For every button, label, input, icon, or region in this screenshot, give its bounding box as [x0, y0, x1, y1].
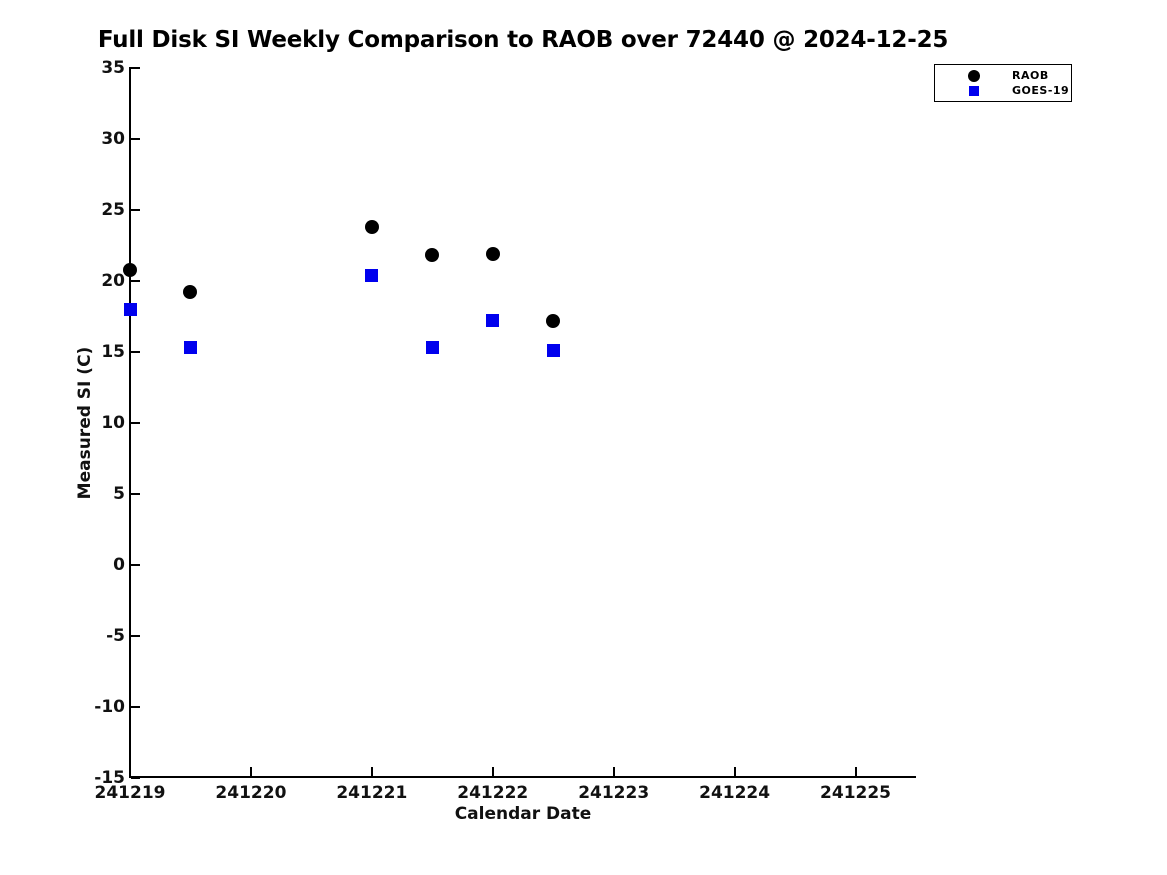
x-tick-label: 241220: [215, 783, 287, 803]
y-tick-label: -5: [106, 626, 125, 646]
x-tick-label: 241219: [94, 783, 166, 803]
data-point-goes-19: [546, 344, 560, 358]
y-tick: [131, 706, 140, 708]
y-tick-label: -15: [94, 768, 125, 788]
chart-title: Full Disk SI Weekly Comparison to RAOB o…: [97, 27, 949, 53]
legend-label: GOES-19: [1012, 84, 1070, 97]
y-tick: [131, 280, 140, 282]
data-point-goes-19: [365, 268, 379, 282]
x-tick: [733, 767, 736, 776]
y-tick: [131, 422, 140, 424]
x-axis-label: Calendar Date: [454, 804, 592, 824]
x-tick-label: 241225: [820, 783, 892, 803]
legend-label: RAOB: [1012, 69, 1049, 82]
x-tick: [854, 767, 857, 776]
x-tick: [491, 767, 494, 776]
y-tick: [131, 138, 140, 140]
legend-item-goes-19: GOES-19: [935, 83, 1071, 98]
y-tick-label: 20: [101, 271, 125, 291]
raob-marker-icon: [935, 69, 1012, 82]
x-tick: [249, 767, 252, 776]
x-tick: [129, 767, 131, 776]
data-point-goes-19: [486, 314, 500, 328]
data-point-raob: [123, 262, 137, 277]
data-point-raob: [183, 285, 198, 300]
plot-area: [129, 67, 916, 778]
x-tick-label: 241221: [336, 783, 408, 803]
y-tick-label: 35: [101, 58, 125, 78]
legend-item-raob: RAOB: [935, 68, 1071, 83]
y-tick: [131, 67, 140, 69]
y-tick-label: 30: [101, 129, 125, 149]
data-point-raob: [425, 248, 440, 263]
x-tick-label: 241223: [578, 783, 650, 803]
x-tick-label: 241224: [699, 783, 771, 803]
y-tick: [131, 777, 140, 779]
y-tick: [131, 493, 140, 495]
y-tick: [131, 209, 140, 211]
data-point-raob: [485, 247, 500, 262]
y-tick: [131, 351, 140, 353]
y-tick-label: 25: [101, 200, 125, 220]
y-tick-label: 10: [101, 413, 125, 433]
goes-19-marker-icon: [935, 85, 1012, 96]
data-point-goes-19: [183, 341, 197, 355]
y-tick: [131, 564, 140, 566]
x-tick: [370, 767, 373, 776]
y-tick-label: 0: [113, 555, 125, 575]
data-point-goes-19: [123, 302, 137, 316]
y-tick-label: 15: [101, 342, 125, 362]
data-point-goes-19: [425, 341, 439, 355]
legend: RAOB GOES-19: [934, 64, 1072, 102]
y-tick: [131, 635, 140, 637]
x-tick-label: 241222: [457, 783, 529, 803]
y-tick-label: 5: [113, 484, 125, 504]
y-tick-label: -10: [94, 697, 125, 717]
data-point-raob: [364, 220, 379, 235]
data-point-raob: [546, 313, 561, 328]
x-tick: [612, 767, 615, 776]
